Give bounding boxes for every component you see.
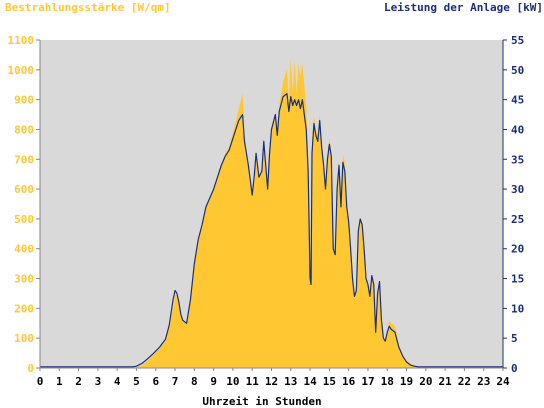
x-axis-title: Uhrzeit in Stunden xyxy=(202,395,321,408)
series-irradiance-area xyxy=(40,57,503,368)
left-axis-ticks: 0 100 200 300 400 500 600 700 800 900 1000 1100 xyxy=(8,34,40,375)
x-tick-label: 3 xyxy=(95,375,102,388)
right-tick-label: 45 xyxy=(511,94,524,107)
x-tick-label: 5 xyxy=(133,375,140,388)
left-tick-label: 700 xyxy=(14,153,34,166)
x-tick-label: 18 xyxy=(381,375,394,388)
left-tick-label: 400 xyxy=(14,243,34,256)
x-tick-label: 23 xyxy=(477,375,490,388)
right-tick-label: 40 xyxy=(511,123,524,136)
x-tick-label: 13 xyxy=(284,375,297,388)
right-axis-title: Leistung der Anlage [kW] xyxy=(384,1,543,14)
left-tick-label: 500 xyxy=(14,213,34,226)
right-tick-label: 25 xyxy=(511,213,524,226)
right-tick-label: 50 xyxy=(511,64,524,77)
x-tick-label: 9 xyxy=(210,375,217,388)
right-tick-label: 5 xyxy=(511,332,518,345)
x-tick-label: 16 xyxy=(342,375,356,388)
x-tick-label: 17 xyxy=(361,375,374,388)
left-tick-label: 600 xyxy=(14,183,34,196)
x-tick-label: 4 xyxy=(114,375,121,388)
x-tick-label: 12 xyxy=(265,375,278,388)
x-tick-label: 11 xyxy=(246,375,260,388)
x-tick-label: 19 xyxy=(400,375,413,388)
series-layer xyxy=(40,57,503,368)
left-tick-label: 1000 xyxy=(8,64,35,77)
right-tick-label: 55 xyxy=(511,34,524,47)
right-tick-label: 35 xyxy=(511,153,524,166)
right-tick-label: 30 xyxy=(511,183,524,196)
x-tick-label: 21 xyxy=(439,375,453,388)
left-tick-label: 0 xyxy=(27,362,34,375)
left-tick-label: 1100 xyxy=(8,34,35,47)
left-tick-label: 900 xyxy=(14,94,34,107)
x-tick-label: 0 xyxy=(37,375,44,388)
x-tick-label: 24 xyxy=(496,375,510,388)
x-tick-label: 22 xyxy=(458,375,471,388)
left-tick-label: 800 xyxy=(14,123,34,136)
x-tick-label: 14 xyxy=(303,375,317,388)
left-tick-label: 300 xyxy=(14,273,34,286)
left-axis-title: Bestrahlungsstärke [W/qm] xyxy=(5,1,171,14)
x-tick-label: 2 xyxy=(75,375,82,388)
x-tick-label: 15 xyxy=(323,375,336,388)
x-tick-label: 7 xyxy=(172,375,179,388)
series-power-line xyxy=(40,93,503,368)
right-tick-label: 10 xyxy=(511,302,524,315)
right-axis-ticks: 0 5 10 15 20 25 30 35 40 45 50 55 xyxy=(503,34,524,375)
right-tick-label: 20 xyxy=(511,243,524,256)
right-tick-label: 0 xyxy=(511,362,518,375)
left-tick-label: 200 xyxy=(14,302,34,315)
x-tick-label: 10 xyxy=(226,375,239,388)
x-tick-label: 20 xyxy=(419,375,432,388)
x-tick-label: 1 xyxy=(56,375,63,388)
x-tick-label: 6 xyxy=(152,375,159,388)
x-tick-label: 8 xyxy=(191,375,198,388)
left-tick-label: 100 xyxy=(14,332,34,345)
x-axis-ticks: 0 1 2 3 4 5 6 7 8 9 10 11 12 13 14 15 16 17 18 19 20 21 22 23 24 xyxy=(37,368,510,388)
right-tick-label: 15 xyxy=(511,273,524,286)
